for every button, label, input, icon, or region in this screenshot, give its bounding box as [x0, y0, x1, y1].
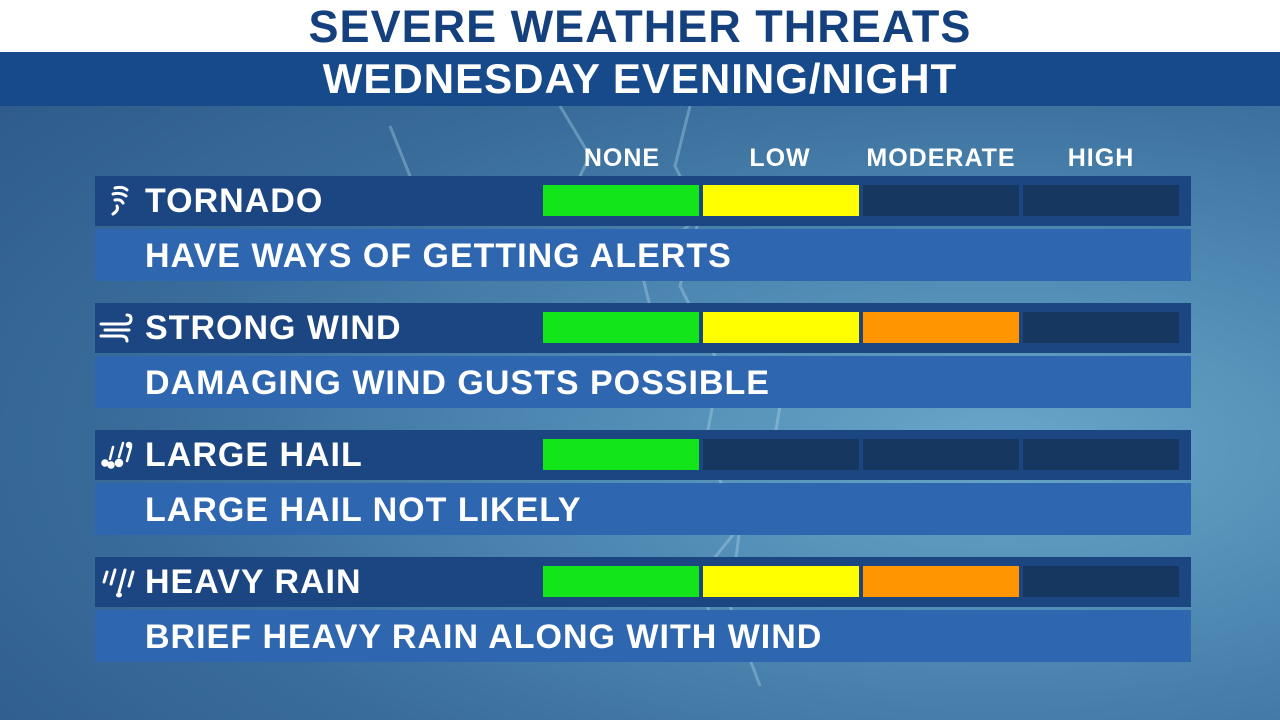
threat-title: LARGE HAIL [145, 436, 363, 474]
threat-title: STRONG WIND [145, 309, 402, 347]
threat-level-segment [1023, 439, 1179, 470]
tornado-icon [111, 185, 129, 216]
threat-level-segment [703, 312, 859, 343]
threat-row-large-hail: LARGE HAIL [95, 430, 1191, 480]
threat-level-segment [543, 566, 699, 597]
page-subtitle: WEDNESDAY EVENING/NIGHT [322, 55, 958, 102]
threat-description: LARGE HAIL NOT LIKELY [145, 491, 582, 529]
threat-level-segment [863, 185, 1019, 216]
subtitle-band [0, 52, 1280, 106]
threat-row-heavy-rain: HEAVY RAIN [95, 557, 1191, 607]
threat-level-segment [1023, 185, 1179, 216]
level-label-none: NONE [583, 144, 661, 172]
threat-description: HAVE WAYS OF GETTING ALERTS [145, 237, 732, 275]
threat-level-segment [543, 312, 699, 343]
threat-description-row: DAMAGING WIND GUSTS POSSIBLE [95, 356, 1191, 408]
threat-title: TORNADO [145, 182, 324, 220]
hail-icon [101, 441, 133, 469]
threat-description: DAMAGING WIND GUSTS POSSIBLE [145, 364, 770, 402]
threat-title: HEAVY RAIN [145, 563, 362, 601]
threat-description: BRIEF HEAVY RAIN ALONG WITH WIND [145, 618, 823, 656]
threat-level-segment [703, 566, 859, 597]
threat-level-segment [863, 439, 1019, 470]
threat-row-tornado: TORNADO [95, 176, 1191, 226]
threat-level-segment [703, 185, 859, 216]
threat-description-row: BRIEF HEAVY RAIN ALONG WITH WIND [95, 610, 1191, 662]
rain-icon [102, 568, 135, 598]
title-band [0, 0, 1280, 52]
page-title: SEVERE WEATHER THREATS [308, 1, 972, 52]
threat-description-row: LARGE HAIL NOT LIKELY [95, 483, 1191, 535]
threat-level-segment [1023, 312, 1179, 343]
threat-level-segment [543, 439, 699, 470]
threat-level-segment [863, 312, 1019, 343]
threat-description-row: HAVE WAYS OF GETTING ALERTS [95, 229, 1191, 281]
threat-level-segment [1023, 566, 1179, 597]
threat-level-segment [863, 566, 1019, 597]
level-label-low: LOW [749, 144, 811, 172]
level-label-moderate: MODERATE [866, 144, 1016, 172]
level-label-high: HIGH [1067, 144, 1135, 172]
threat-row-strong-wind: STRONG WIND [95, 303, 1191, 353]
threat-level-segment [543, 185, 699, 216]
threat-level-segment [703, 439, 859, 470]
wind-icon [99, 313, 133, 343]
